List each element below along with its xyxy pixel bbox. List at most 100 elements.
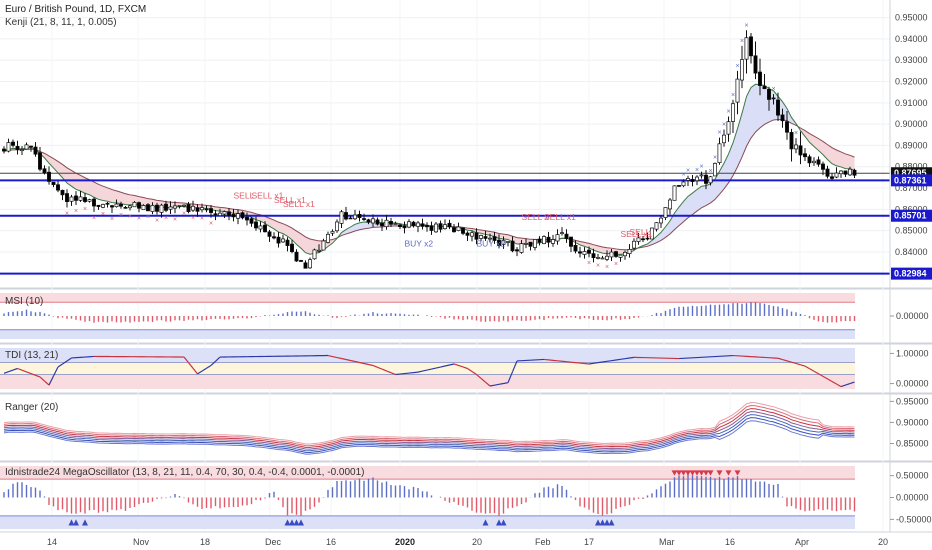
candle-body <box>236 213 240 219</box>
price-level-label: 0.87695 <box>894 168 927 178</box>
up-arrow <box>595 519 601 526</box>
buy-marker: × <box>722 122 726 129</box>
candle-body <box>740 59 744 81</box>
y-tick-label: 0.50000 <box>896 471 929 481</box>
sell-marker: × <box>182 211 186 218</box>
candle-body <box>650 227 654 240</box>
tdi-line-segment <box>813 370 819 375</box>
x-tick-label: Apr <box>795 537 809 547</box>
candle-body <box>375 219 380 225</box>
tdi-line-segment <box>26 371 32 375</box>
x-tick-label: 18 <box>200 537 210 547</box>
sell-marker: × <box>110 216 114 223</box>
candle-body <box>186 204 191 213</box>
candle-body <box>344 212 348 220</box>
tdi-line-segment <box>845 383 851 386</box>
candle-body <box>42 168 47 174</box>
candle-body <box>447 222 452 228</box>
candle-body <box>483 236 488 239</box>
tdi-line-segment <box>192 367 198 375</box>
cloud-segment <box>49 155 54 168</box>
cloud-segment <box>112 189 117 203</box>
up-arrow <box>289 519 295 526</box>
pane-title-msi: MSI (10) <box>5 296 44 307</box>
x-tick-label: 17 <box>584 537 594 547</box>
cloud-segment <box>701 185 706 208</box>
candle-body <box>555 234 560 242</box>
candle-body <box>24 144 29 150</box>
candle-body <box>582 251 587 255</box>
sell-marker: × <box>173 216 177 223</box>
tdi-line-segment <box>777 357 783 361</box>
candle-body <box>713 163 717 177</box>
candle-body <box>96 204 101 207</box>
candle-body <box>173 205 177 209</box>
sell-marker: × <box>164 215 168 222</box>
up-arrow <box>68 519 75 526</box>
candle-body <box>429 225 434 231</box>
candle-body <box>672 185 677 201</box>
candle-body <box>632 240 636 249</box>
candle-body <box>384 219 389 228</box>
candle-body <box>159 204 164 213</box>
cloud-segment <box>508 234 513 242</box>
x-tick-label: 2020 <box>395 537 415 547</box>
down-arrow <box>671 470 678 476</box>
candle-body <box>281 238 285 243</box>
x-tick-label: Feb <box>535 537 551 547</box>
down-arrow <box>685 470 691 476</box>
buy-marker: × <box>718 130 722 137</box>
up-arrow <box>82 519 88 526</box>
tdi-line-segment <box>453 363 459 367</box>
cloud-segment <box>98 184 103 201</box>
candle-body <box>560 232 564 234</box>
candle-body <box>38 152 42 170</box>
y-tick-label: 0.95000 <box>896 396 929 406</box>
candle-body <box>407 221 411 228</box>
candle-body <box>699 174 704 177</box>
tdi-line-segment <box>431 367 437 370</box>
candle-body <box>249 218 254 224</box>
sell-marker: × <box>605 264 609 271</box>
tdi-line-segment <box>336 356 342 360</box>
candle-body <box>438 223 443 230</box>
down-arrow <box>716 470 723 476</box>
tdi-line-segment <box>426 368 432 371</box>
y-tick-label: -0.50000 <box>896 514 932 524</box>
y-tick-label: 0.00000 <box>896 311 929 321</box>
candle-body <box>227 211 231 217</box>
cloud-segment <box>832 147 837 166</box>
up-arrow <box>284 519 291 526</box>
candle-body <box>753 55 758 74</box>
y-tick-label: 0.94000 <box>895 34 928 44</box>
buy-marker: × <box>736 63 740 70</box>
tdi-line-segment <box>511 360 518 373</box>
candle-body <box>105 202 110 205</box>
tdi-line-segment <box>809 368 815 372</box>
cloud-segment <box>845 153 850 169</box>
down-arrow <box>703 470 709 476</box>
candle-body <box>258 225 263 230</box>
candle-body <box>393 223 398 225</box>
pane-bg <box>0 395 890 460</box>
candle-body <box>488 237 492 240</box>
tdi-line-segment <box>471 371 477 376</box>
candle-body <box>402 225 407 229</box>
candle-body <box>537 238 542 243</box>
y-tick-label: 0.00000 <box>896 493 929 503</box>
candle-body <box>155 204 159 212</box>
up-arrow <box>482 519 489 526</box>
cloud-segment <box>503 234 508 240</box>
candle-body <box>47 171 51 182</box>
tdi-line-segment <box>831 380 837 385</box>
tdi-line-segment <box>39 376 45 382</box>
signal-label: SELL x1 <box>274 195 306 205</box>
cloud-segment <box>296 231 301 249</box>
tdi-line-segment <box>30 373 36 376</box>
candle-body <box>816 159 821 165</box>
x-tick-label: 20 <box>878 537 888 547</box>
zone-lower <box>0 374 855 389</box>
cloud-segment <box>76 173 81 192</box>
y-tick-label: 0.95000 <box>895 13 928 23</box>
